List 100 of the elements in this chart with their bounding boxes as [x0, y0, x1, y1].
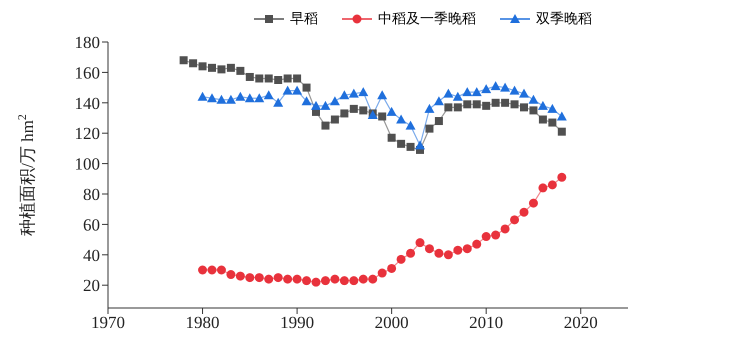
point [548, 180, 557, 190]
point [254, 273, 264, 282]
point [492, 98, 500, 107]
point [236, 272, 245, 281]
point [216, 94, 226, 104]
point [558, 128, 566, 136]
point [349, 276, 358, 286]
point [340, 276, 349, 286]
point [538, 183, 548, 192]
point [519, 88, 529, 98]
point [359, 106, 368, 114]
point [330, 116, 339, 124]
point [207, 93, 217, 102]
point [264, 74, 273, 82]
point [557, 172, 566, 182]
point [388, 134, 396, 142]
point [330, 96, 340, 106]
legend-label: 中稻及一季晚稻 [378, 10, 476, 28]
point [520, 208, 528, 217]
point [245, 273, 254, 282]
point [321, 122, 330, 130]
point [236, 66, 244, 75]
y-tick-label: 20 [83, 276, 100, 296]
point [358, 274, 368, 284]
point [528, 198, 538, 208]
point [208, 266, 216, 274]
y-tick-label: 40 [83, 246, 100, 265]
point [424, 104, 434, 113]
point [282, 86, 293, 95]
point [444, 250, 453, 260]
y-tick-label: 140 [74, 94, 100, 113]
point [246, 72, 254, 81]
point [472, 100, 481, 108]
point [481, 84, 492, 94]
point [396, 114, 406, 124]
point [274, 76, 282, 84]
point [302, 84, 311, 92]
point [500, 224, 510, 234]
point [434, 117, 443, 126]
point [208, 64, 216, 72]
point [368, 274, 378, 284]
point [198, 62, 207, 70]
point [462, 244, 472, 254]
point [378, 268, 387, 278]
point [472, 240, 482, 249]
point [350, 104, 358, 113]
point [358, 87, 368, 96]
point [254, 93, 264, 102]
point [283, 274, 292, 284]
point [312, 278, 320, 287]
x-tick-label: 2010 [469, 313, 504, 332]
point [491, 230, 500, 240]
point [472, 87, 482, 96]
point [244, 93, 255, 102]
point [293, 74, 302, 82]
point [273, 98, 284, 107]
point [320, 100, 330, 110]
point [454, 103, 462, 112]
point [330, 274, 340, 284]
point [406, 142, 415, 151]
point [216, 266, 226, 274]
point [510, 215, 520, 224]
point [226, 64, 235, 72]
y-tick-label: 120 [74, 124, 100, 144]
y-tick-label: 60 [83, 215, 100, 234]
point [386, 106, 397, 116]
point [520, 103, 528, 112]
point [463, 100, 472, 108]
x-tick-label: 1990 [280, 313, 314, 332]
y-tick-label: 80 [83, 185, 100, 204]
x-tick-label: 1980 [186, 313, 220, 332]
point [434, 96, 444, 106]
point [548, 118, 556, 127]
point [425, 124, 434, 133]
legend-label: 早稻 [290, 10, 318, 28]
x-tick-label: 2000 [374, 313, 409, 332]
point [198, 92, 208, 101]
point [235, 92, 246, 101]
point [416, 238, 424, 248]
x-tick-label: 1970 [91, 313, 125, 332]
point [434, 248, 444, 258]
point [180, 56, 188, 64]
point [462, 87, 472, 96]
point [443, 88, 454, 98]
point [320, 276, 330, 286]
point [397, 140, 406, 148]
point [500, 82, 510, 92]
point [339, 90, 350, 100]
point [510, 86, 520, 95]
point [302, 276, 312, 286]
y-tick-label: 100 [74, 154, 100, 174]
point [396, 254, 406, 264]
point [556, 111, 567, 120]
point [424, 244, 434, 254]
point [387, 264, 396, 273]
point [547, 104, 558, 113]
point [292, 274, 302, 284]
point [406, 248, 416, 258]
point [453, 246, 462, 255]
point [538, 116, 547, 124]
